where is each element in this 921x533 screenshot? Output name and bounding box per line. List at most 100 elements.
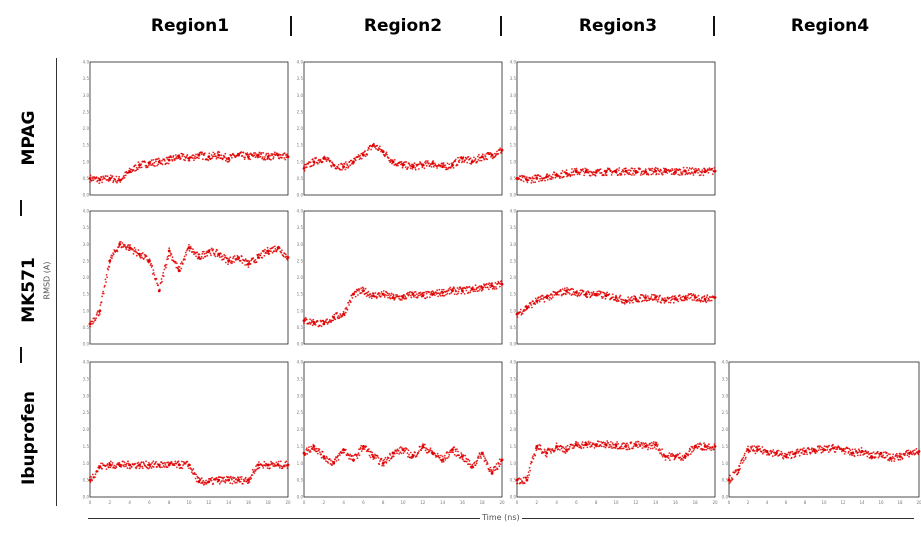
data-point-dense [194, 155, 196, 157]
data-point-dense [622, 171, 625, 173]
data-point-dense [233, 480, 236, 483]
data-point-dense [637, 446, 639, 449]
data-point-dense [254, 152, 256, 154]
data-point-dense [277, 153, 279, 156]
data-point-dense [562, 175, 565, 178]
data-point-dense [632, 301, 634, 304]
data-point-dense [210, 254, 212, 257]
data-point-dense [441, 166, 444, 168]
data-point-dense [449, 288, 452, 291]
data-point-dense [600, 295, 603, 298]
y-tick-label: 2.5 [510, 109, 517, 114]
data-point-dense [164, 463, 167, 465]
data-point-dense [702, 300, 705, 303]
data-point-dense [738, 465, 741, 467]
data-point-dense [641, 447, 644, 449]
data-point-dense [262, 250, 265, 253]
data-point-dense [259, 152, 261, 154]
data-point-dense [655, 441, 658, 444]
data-point-dense [418, 168, 420, 170]
data-point-dense [445, 166, 448, 169]
data-point-dense [271, 153, 274, 156]
data-point-dense [599, 444, 602, 446]
data-point-dense [465, 289, 468, 292]
data-point-dense [739, 462, 742, 465]
data-point-dense [433, 292, 436, 295]
data-point-dense [882, 451, 885, 454]
data-point-dense [617, 174, 620, 176]
data-point-dense [495, 286, 497, 288]
data-point-dense [366, 291, 369, 294]
data-point-dense [247, 259, 249, 262]
data-point-dense [529, 469, 532, 472]
data-point-dense [488, 282, 491, 284]
data-point-dense [565, 293, 567, 296]
data-point-dense [240, 476, 243, 478]
data-point-dense [647, 295, 649, 297]
data-point-dense [459, 456, 462, 458]
data-point-dense [382, 150, 385, 153]
data-point-dense [579, 445, 582, 448]
data-point-dense [200, 257, 202, 260]
data-point-dense [900, 453, 902, 456]
data-point-dense [646, 299, 649, 302]
data-point-dense [913, 449, 916, 451]
data-point-dense [675, 296, 677, 299]
data-point-dense [379, 293, 381, 295]
data-point-dense [407, 449, 410, 452]
data-point-dense [595, 171, 598, 173]
x-tick-label: 12 [633, 500, 639, 505]
data-point-dense [179, 262, 182, 265]
data-point-dense [182, 464, 184, 467]
data-point-dense [406, 452, 409, 454]
data-point-dense [183, 255, 186, 258]
data-point-dense [644, 170, 647, 172]
data-point-dense [496, 150, 498, 153]
data-point-dense [704, 443, 706, 446]
data-point-dense [646, 444, 649, 447]
data-point-dense [380, 457, 383, 460]
data-point-dense [691, 167, 694, 169]
data-point-dense [200, 255, 203, 258]
data-point-dense [678, 294, 681, 296]
data-point-dense [704, 168, 706, 171]
data-point-dense [274, 248, 277, 250]
data-point-dense [639, 297, 642, 299]
data-point-dense [340, 314, 342, 316]
data-point-dense [534, 303, 537, 306]
data-point-dense [413, 296, 415, 298]
data-point-dense [262, 152, 265, 154]
data-point-dense [681, 172, 684, 175]
data-point-dense [664, 459, 667, 461]
data-point-dense [367, 290, 370, 293]
data-point-dense [388, 459, 391, 462]
data-point-dense [391, 162, 393, 165]
data-point-dense [527, 305, 530, 307]
data-point-dense [436, 289, 438, 292]
data-point-dense [621, 170, 623, 173]
data-point-dense [384, 294, 387, 296]
data-point-dense [138, 465, 140, 467]
data-point-dense [485, 459, 487, 462]
data-point-dense [368, 454, 371, 457]
data-point-dense [644, 297, 647, 300]
data-point-dense [182, 153, 185, 156]
data-point-dense [693, 299, 695, 301]
x-tick-label: 6 [148, 500, 151, 505]
data-point-dense [627, 300, 630, 302]
data-point-dense [632, 447, 634, 450]
data-point-dense [99, 179, 102, 182]
data-point-dense [167, 258, 169, 260]
data-point-dense [842, 447, 845, 450]
data-point-dense [484, 154, 486, 157]
data-point-dense [454, 158, 457, 161]
data-point-dense [163, 159, 166, 162]
data-point-dense [600, 172, 603, 174]
data-point-dense [467, 458, 470, 461]
data-point-dense [817, 449, 820, 451]
data-point-dense [386, 458, 388, 461]
x-tick-label: 6 [575, 500, 578, 505]
data-point-dense [118, 175, 121, 178]
data-point-dense [474, 284, 477, 287]
data-point-dense [192, 157, 194, 159]
